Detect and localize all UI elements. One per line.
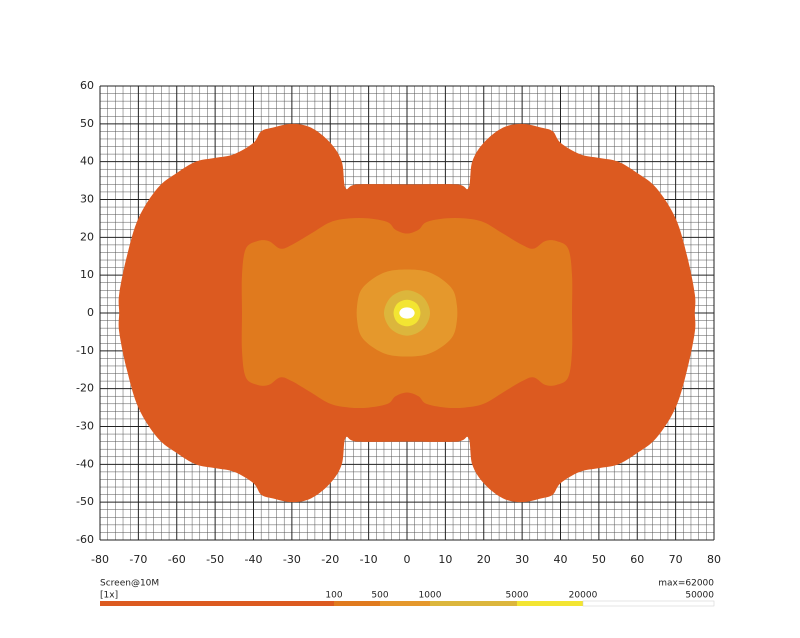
y-tick-label: 0 (87, 306, 94, 319)
x-tick-label: -20 (321, 553, 339, 566)
colorbar-segment (517, 601, 583, 606)
y-tick-label: -40 (76, 457, 94, 470)
x-tick-label: 60 (630, 553, 644, 566)
y-tick-label: 20 (80, 230, 94, 243)
x-tick-label: 70 (669, 553, 683, 566)
colorbar-label: 20000 (569, 591, 598, 601)
x-tick-label: -50 (206, 553, 224, 566)
x-tick-label: 10 (438, 553, 452, 566)
y-tick-label: 30 (80, 193, 94, 206)
colorbar-label: 5000 (506, 591, 529, 601)
caption: Screen@10M (100, 579, 159, 589)
colorbar-segment (334, 601, 380, 606)
y-tick-label: 40 (80, 155, 94, 168)
x-tick-label: -80 (91, 553, 109, 566)
y-tick-label: 60 (80, 79, 94, 92)
x-tick-label: 50 (592, 553, 606, 566)
colorbar-segment (380, 601, 430, 606)
x-tick-label: -30 (283, 553, 301, 566)
colorbar-segment (100, 601, 334, 606)
scale-label: [1x] (100, 591, 118, 601)
y-tick-label: 50 (80, 117, 94, 130)
x-tick-label: -70 (129, 553, 147, 566)
x-tick-label: 80 (707, 553, 721, 566)
x-tick-label: 0 (404, 553, 411, 566)
x-tick-label: 20 (477, 553, 491, 566)
colorbar-label: 50000 (685, 591, 714, 601)
y-tick-label: 10 (80, 268, 94, 281)
y-tick-label: -60 (76, 533, 94, 546)
y-tick-label: -50 (76, 495, 94, 508)
y-tick-label: -30 (76, 420, 94, 433)
x-tick-label: -10 (360, 553, 378, 566)
colorbar-label: 100 (325, 591, 342, 601)
x-tick-label: -40 (245, 553, 263, 566)
x-tick-label: 40 (554, 553, 568, 566)
x-tick-label: 30 (515, 553, 529, 566)
y-tick-label: -20 (76, 382, 94, 395)
colorbar-segment (430, 601, 517, 606)
x-tick-label: -60 (168, 553, 186, 566)
contour-region (399, 307, 415, 319)
colorbar-label: 1000 (419, 591, 442, 601)
colorbar-segment (582, 600, 715, 607)
colorbar-label: 500 (371, 591, 388, 601)
max-label: max=62000 (658, 579, 714, 589)
y-tick-label: -10 (76, 344, 94, 357)
